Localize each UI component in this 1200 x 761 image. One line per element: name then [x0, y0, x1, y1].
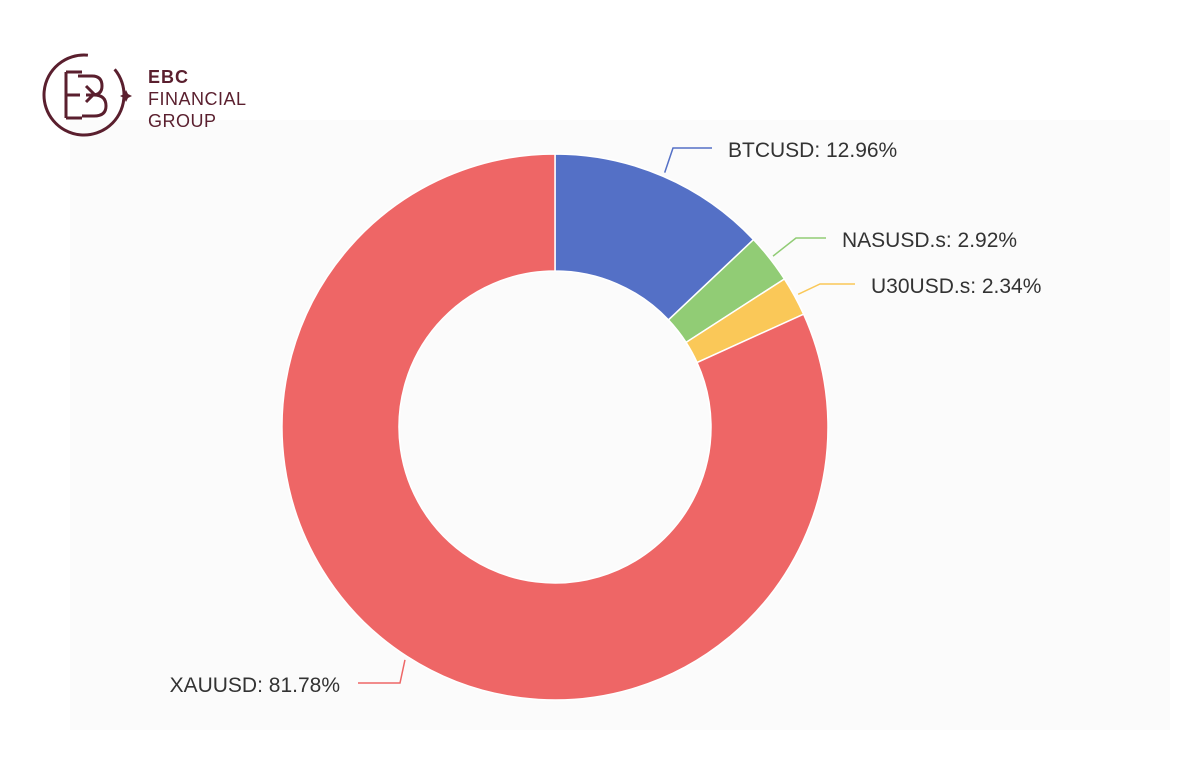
- leader-line-btcusd: [663, 147, 712, 173]
- slice-labels: BTCUSD: 12.96% NASUSD.s: 2.92% U30USD.s: 2…: [170, 139, 1042, 697]
- ebc-logo: EBC FINANCIAL GROUP: [42, 50, 282, 140]
- brand-line-3: GROUP: [148, 111, 217, 131]
- slice-label-btcusd: BTCUSD: 12.96%: [728, 139, 897, 162]
- brand-line-1: EBC: [148, 67, 190, 87]
- label-leader-lines: [358, 147, 855, 684]
- leader-line-nasusd-s: [772, 237, 826, 257]
- ebc-logo-icon: [42, 53, 132, 137]
- brand-line-2: FINANCIAL: [148, 89, 247, 109]
- donut-slices: [281, 153, 829, 701]
- slice-label-nasusd-s: NASUSD.s: 2.92%: [842, 229, 1017, 252]
- slice-xauusd[interactable]: [281, 153, 829, 701]
- brand-text: EBC FINANCIAL GROUP: [148, 66, 247, 132]
- slice-label-xauusd: XAUUSD: 81.78%: [170, 674, 340, 697]
- leader-line-xauusd: [358, 659, 406, 684]
- slice-label-u30usd-s: U30USD.s: 2.34%: [871, 275, 1041, 298]
- leader-line-u30usd-s: [797, 283, 855, 295]
